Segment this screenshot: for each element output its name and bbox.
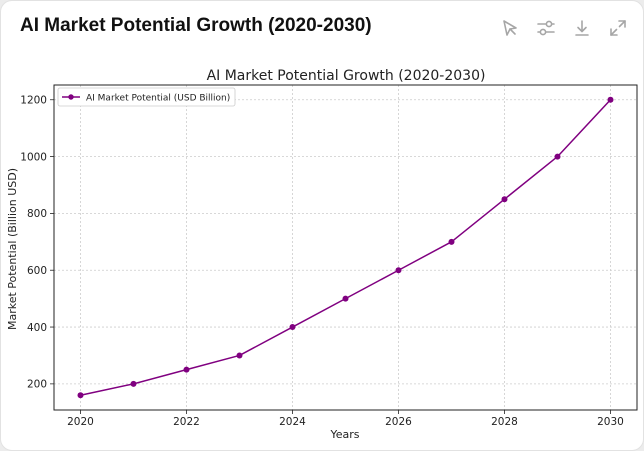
chart-area: 2020 2022 2024 2026 2028 2030 200 400 600 800 1000… xyxy=(1,59,643,449)
x-axis-label: Years xyxy=(329,428,359,441)
sliders-icon xyxy=(537,20,555,36)
y-tick-label: 800 xyxy=(27,208,47,220)
x-tick-label: 2026 xyxy=(385,416,412,428)
x-tick-label: 2030 xyxy=(597,416,624,428)
axis-ticks: 2020 2022 2024 2026 2028 2030 200 400 600 800 1000… xyxy=(20,95,624,428)
expand-button[interactable] xyxy=(605,15,631,41)
x-tick-label: 2024 xyxy=(279,416,306,428)
chart-title: AI Market Potential Growth (2020-2030) xyxy=(207,68,486,84)
data-point xyxy=(554,153,561,160)
legend-marker xyxy=(68,94,74,100)
y-tick-label: 1000 xyxy=(20,151,47,163)
data-point xyxy=(501,196,508,203)
y-tick-label: 600 xyxy=(27,265,47,277)
magic-wand-icon xyxy=(503,20,517,36)
y-tick-label: 400 xyxy=(27,322,47,334)
series-group xyxy=(77,96,614,399)
y-tick-label: 1200 xyxy=(20,95,47,107)
data-point xyxy=(289,324,296,331)
data-point xyxy=(342,295,349,302)
legend-label: AI Market Potential (USD Billion) xyxy=(86,94,230,104)
line-chart: 2020 2022 2024 2026 2028 2030 200 400 600 800 1000… xyxy=(6,68,638,441)
data-point xyxy=(183,366,190,373)
legend[interactable]: AI Market Potential (USD Billion) xyxy=(57,87,236,107)
x-tick-label: 2020 xyxy=(67,416,94,428)
magic-wand-button[interactable] xyxy=(497,15,523,41)
data-point xyxy=(395,267,402,274)
x-tick-label: 2022 xyxy=(173,416,200,428)
plot-frame xyxy=(53,84,638,411)
data-point xyxy=(607,96,614,103)
y-tick-label: 200 xyxy=(27,379,47,391)
y-axis-label: Market Potential (Billion USD) xyxy=(6,168,19,330)
data-point xyxy=(448,238,455,245)
series-line xyxy=(80,99,612,396)
expand-icon xyxy=(610,20,626,36)
legend-box xyxy=(57,87,236,107)
chart-toolbar xyxy=(497,15,631,41)
filter-settings-button[interactable] xyxy=(533,15,559,41)
data-point xyxy=(236,352,243,359)
download-icon xyxy=(575,20,589,36)
x-tick-label: 2028 xyxy=(491,416,518,428)
download-button[interactable] xyxy=(569,15,595,41)
data-point xyxy=(130,380,137,387)
data-point xyxy=(77,392,84,399)
grid xyxy=(54,85,637,410)
card-title: AI Market Potential Growth (2020-2030) xyxy=(20,15,372,36)
